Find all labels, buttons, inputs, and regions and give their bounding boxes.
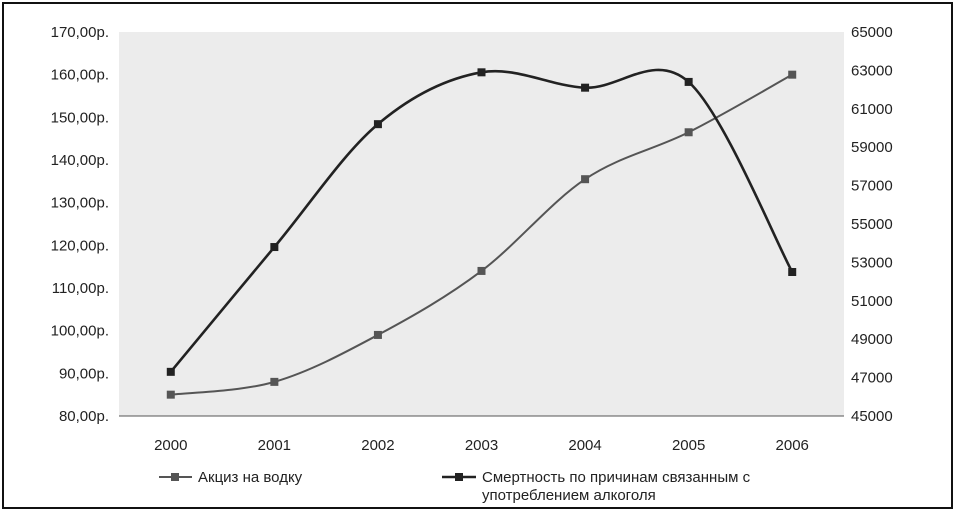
legend-marker-1	[171, 473, 179, 481]
x-tick-label: 2006	[776, 437, 809, 454]
left-tick-label: 100,00р.	[51, 323, 109, 340]
left-tick-label: 140,00р.	[51, 152, 109, 169]
data-point	[373, 120, 382, 129]
data-point	[684, 77, 693, 86]
right-tick-label: 53000	[851, 254, 893, 271]
right-tick-label: 49000	[851, 331, 893, 348]
data-point	[166, 390, 175, 399]
data-point	[270, 243, 279, 252]
x-tick-label: 2004	[568, 437, 601, 454]
right-tick-label: 45000	[851, 408, 893, 425]
x-tick-label: 2002	[361, 437, 394, 454]
left-tick-label: 110,00р.	[52, 280, 109, 297]
data-point	[581, 175, 590, 184]
data-point	[373, 330, 382, 339]
left-tick-label: 80,00р.	[59, 408, 109, 425]
legend-label-2-line-2: употреблением алкоголя	[482, 487, 656, 504]
plot-background	[119, 32, 844, 416]
series-1	[166, 70, 797, 399]
x-tick-label: 2005	[672, 437, 705, 454]
legend-label-2-line-1: Смертность по причинам связанным с	[482, 469, 751, 486]
data-point	[270, 377, 279, 386]
legend: Акциз на водку Смертность по причинам свя…	[159, 469, 751, 504]
x-axis: 2000 2001 2002 2003 2004 2005 2006	[154, 437, 809, 454]
left-tick-label: 150,00р.	[51, 109, 109, 126]
data-point	[166, 367, 175, 376]
legend-marker-2	[455, 473, 463, 481]
data-point	[477, 68, 486, 77]
right-tick-label: 63000	[851, 62, 893, 79]
left-tick-label: 120,00р.	[51, 237, 109, 254]
right-axis: 45000 47000 49000 51000 53000 55000 57000 59000…	[851, 24, 893, 425]
x-tick-label: 2003	[465, 437, 498, 454]
right-tick-label: 59000	[851, 139, 893, 156]
series-layer	[166, 68, 797, 399]
series-2	[166, 68, 797, 376]
left-axis: 80,00р. 90,00р. 100,00р. 110,00р. 120,00р. 13…	[51, 24, 109, 425]
legend-label-1: Акциз на водку	[198, 469, 303, 486]
data-point	[477, 266, 486, 275]
legend-label-2: Смертность по причинам связанным с употре…	[482, 469, 751, 504]
data-point	[684, 128, 693, 137]
plot-area	[119, 32, 844, 417]
right-tick-label: 61000	[851, 101, 893, 118]
left-tick-label: 160,00р.	[51, 67, 109, 84]
x-tick-label: 2000	[154, 437, 187, 454]
data-point	[788, 70, 797, 79]
left-tick-label: 90,00р.	[59, 365, 109, 382]
right-tick-label: 57000	[851, 178, 893, 195]
line-chart: 80,00р. 90,00р. 100,00р. 110,00р. 120,00р. 13…	[51, 24, 893, 504]
right-tick-label: 65000	[851, 24, 893, 41]
right-tick-label: 47000	[851, 370, 893, 387]
data-point	[788, 268, 797, 276]
right-tick-label: 55000	[851, 216, 893, 233]
data-point	[581, 83, 590, 92]
right-tick-label: 51000	[851, 293, 893, 310]
left-tick-label: 170,00р.	[51, 24, 109, 41]
left-tick-label: 130,00р.	[51, 195, 109, 212]
x-tick-label: 2001	[258, 437, 291, 454]
